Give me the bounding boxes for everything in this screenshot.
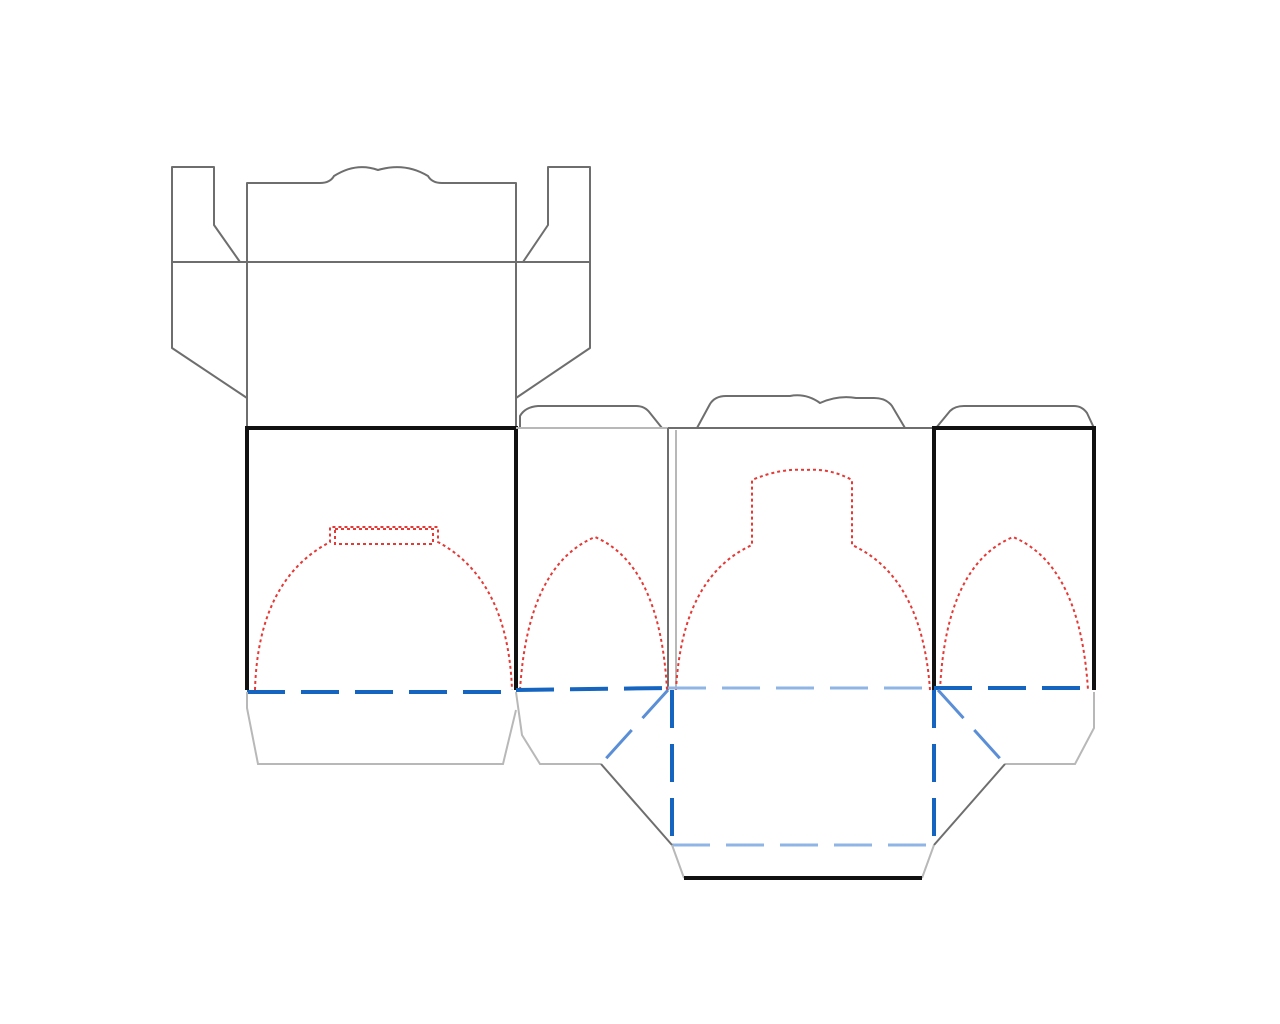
side-panel-2-outline (932, 426, 1096, 690)
bottom-fold-lines (247, 686, 1094, 694)
right-dust-flap (515, 166, 591, 399)
front-window-handle-slot (334, 528, 434, 545)
side-1-bottom-fold (515, 686, 669, 692)
side-1-bottom-flap (515, 691, 601, 765)
window-cutouts (254, 468, 1089, 691)
base-right-diagonal-fold (936, 688, 1007, 766)
base-left-gusset-edge (600, 763, 673, 846)
base-tuck-flap-sides (671, 844, 935, 879)
back-panel-top-tab (696, 394, 906, 429)
lid-panel (246, 262, 517, 428)
front-panel-outline (245, 426, 518, 690)
side-panel-2-top-tab (935, 405, 1095, 429)
side-2-window-outline (939, 535, 1089, 691)
side-1-window-outline (519, 535, 668, 691)
body-panels (245, 426, 1096, 690)
bottom-base-assembly (599, 688, 1007, 880)
left-dust-flap (171, 166, 248, 399)
base-left-diagonal-fold (599, 688, 670, 766)
back-window-outline (675, 468, 931, 691)
side-panel-1-top-tab (519, 405, 663, 429)
front-window-outline (254, 526, 513, 691)
base-right-gusset-edge (933, 763, 1006, 846)
top-lid-assembly (171, 166, 591, 428)
lid-tuck-flap (246, 166, 517, 262)
side-2-bottom-flap (1005, 692, 1095, 765)
front-bottom-flap (246, 692, 517, 765)
